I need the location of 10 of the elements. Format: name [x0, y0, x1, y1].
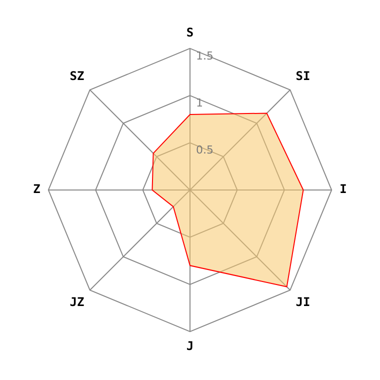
- spoke-label: JZ: [70, 295, 84, 310]
- y-tick-label: 0.5: [196, 144, 214, 157]
- spoke-label: Z: [33, 182, 40, 196]
- spoke-label: JI: [296, 295, 310, 310]
- spoke-label: SI: [296, 69, 310, 84]
- y-tick-label: 1: [196, 96, 203, 110]
- spoke-label: I: [340, 182, 347, 196]
- spoke-label: S: [186, 25, 194, 40]
- spoke-label: J: [186, 338, 194, 353]
- spoke-label: SZ: [70, 69, 84, 84]
